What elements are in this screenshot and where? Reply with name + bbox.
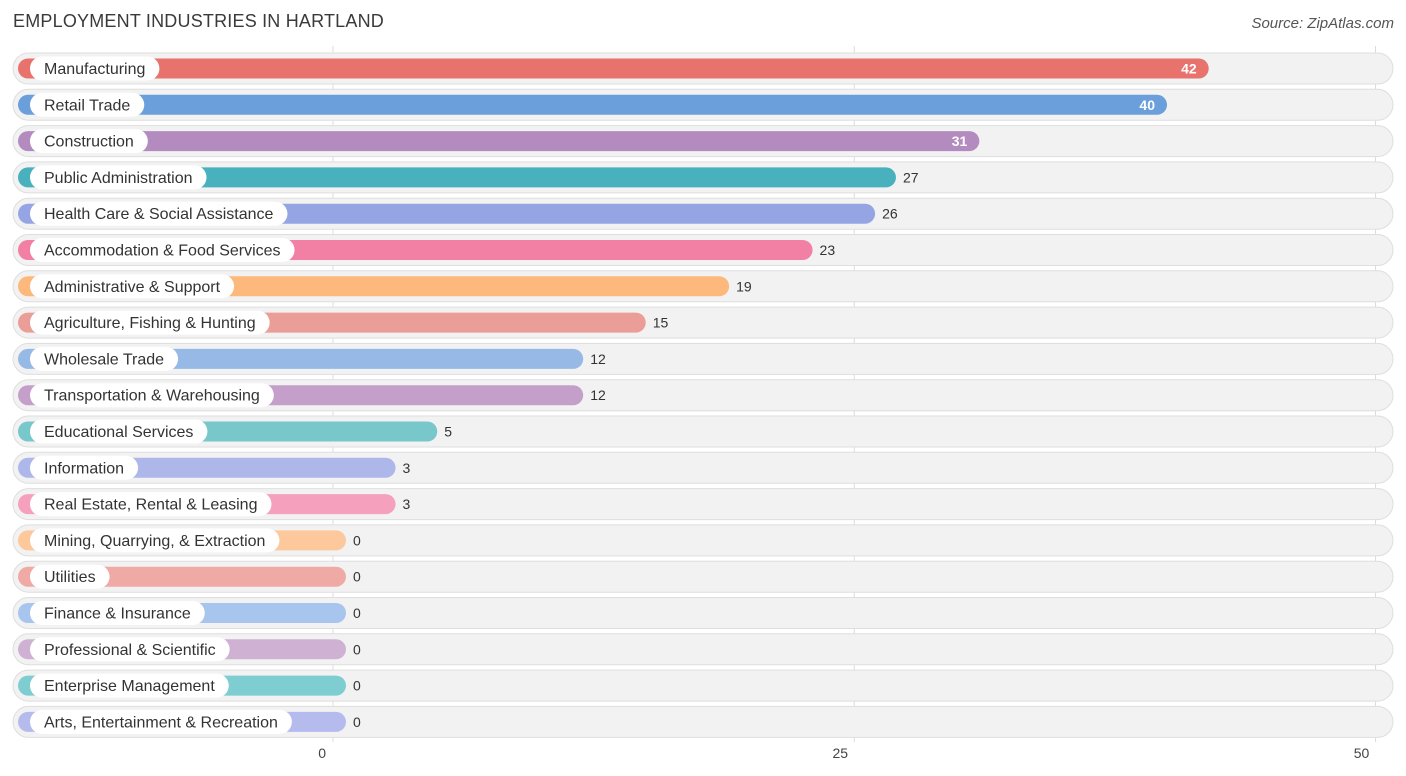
value-label: 15 xyxy=(653,315,669,331)
category-label: Finance & Insurance xyxy=(44,606,191,623)
value-label: 3 xyxy=(403,496,411,512)
category-label: Administrative & Support xyxy=(44,279,221,296)
chart-title: EMPLOYMENT INDUSTRIES IN HARTLAND xyxy=(13,11,384,31)
label-pill xyxy=(30,129,148,154)
bar-row: Arts, Entertainment & Recreation 0 xyxy=(12,705,1394,738)
category-label: Real Estate, Rental & Leasing xyxy=(44,497,257,514)
bar-row: Mining, Quarrying, & Extraction 0 xyxy=(12,524,1394,557)
value-label: 31 xyxy=(952,133,968,149)
bar-row: Transportation & Warehousing 12 xyxy=(12,379,1394,412)
bar-row: Professional & Scientific 0 xyxy=(12,633,1394,666)
value-label: 23 xyxy=(820,242,836,258)
bar-row: Accommodation & Food Services 23 xyxy=(12,234,1394,266)
bar xyxy=(18,131,980,152)
bar-row: Administrative & Support 19 xyxy=(12,270,1394,303)
bar-row: Information 3 xyxy=(12,451,1394,484)
category-label: Agriculture, Fishing & Hunting xyxy=(44,315,256,332)
bar-row: Manufacturing 42 xyxy=(12,52,1394,85)
row-background xyxy=(12,597,1394,629)
bar xyxy=(18,167,896,188)
label-pill xyxy=(30,564,110,589)
row-background xyxy=(12,633,1394,666)
label-pill xyxy=(30,601,205,625)
row-background xyxy=(12,560,1394,593)
bars: Manufacturing 42 Retail Trade 40 Constructio… xyxy=(12,52,1394,738)
category-label: Health Care & Social Assistance xyxy=(44,206,274,223)
bar-row: Enterprise Management 0 xyxy=(12,669,1394,702)
value-label: 19 xyxy=(736,278,752,294)
value-label: 40 xyxy=(1139,97,1155,113)
bar-row: Agriculture, Fishing & Hunting 15 xyxy=(12,306,1394,339)
label-pill xyxy=(30,274,235,299)
value-label: 5 xyxy=(444,424,452,440)
label-pill xyxy=(30,709,292,734)
value-label: 0 xyxy=(353,605,361,621)
category-label: Construction xyxy=(44,134,134,151)
label-pill xyxy=(30,383,274,408)
value-label: 0 xyxy=(353,714,361,730)
bar xyxy=(18,58,1209,79)
category-label: Manufacturing xyxy=(44,61,145,78)
category-label: Professional & Scientific xyxy=(44,642,216,659)
bar-row: Public Administration 27 xyxy=(12,161,1394,194)
label-pill xyxy=(30,201,288,226)
value-label: 42 xyxy=(1181,61,1197,77)
value-label: 27 xyxy=(903,169,919,185)
tick-label: 50 xyxy=(1354,745,1370,761)
bar-row: Finance & Insurance 0 xyxy=(12,597,1394,629)
bar-row: Real Estate, Rental & Leasing 3 xyxy=(12,488,1394,521)
category-label: Accommodation & Food Services xyxy=(44,243,281,260)
category-label: Arts, Entertainment & Recreation xyxy=(44,714,278,731)
x-axis: 0 25 50 xyxy=(318,745,1369,761)
category-label: Educational Services xyxy=(44,424,193,441)
category-label: Transportation & Warehousing xyxy=(44,388,260,405)
category-label: Retail Trade xyxy=(44,97,130,114)
source-note: Source: ZipAtlas.com xyxy=(1251,15,1394,32)
value-label: 0 xyxy=(353,569,361,585)
value-label: 26 xyxy=(882,206,898,222)
label-pill xyxy=(30,419,208,444)
bar-row: Construction 31 xyxy=(12,125,1394,158)
category-label: Enterprise Management xyxy=(44,678,215,695)
value-label: 3 xyxy=(403,460,411,476)
value-label: 12 xyxy=(590,351,606,367)
bar-row: Health Care & Social Assistance 26 xyxy=(12,197,1394,230)
tick-label: 25 xyxy=(832,745,848,761)
tick-label: 0 xyxy=(318,745,326,761)
label-pill xyxy=(30,455,139,480)
label-pill xyxy=(30,165,207,190)
category-label: Information xyxy=(44,460,124,477)
row-background xyxy=(12,705,1394,738)
label-pill xyxy=(30,528,280,553)
bar xyxy=(18,94,1167,115)
label-pill xyxy=(30,238,295,262)
bar-row: Utilities 0 xyxy=(12,560,1394,593)
label-pill xyxy=(30,346,179,371)
label-pill xyxy=(30,492,272,517)
value-label: 12 xyxy=(590,387,606,403)
category-label: Utilities xyxy=(44,569,96,586)
category-label: Mining, Quarrying, & Extraction xyxy=(44,533,265,550)
value-label: 0 xyxy=(353,532,361,548)
category-label: Wholesale Trade xyxy=(44,351,164,368)
label-pill xyxy=(30,56,160,81)
label-pill xyxy=(30,637,230,662)
label-pill xyxy=(30,673,229,698)
row-background xyxy=(12,524,1394,557)
row-background xyxy=(12,669,1394,702)
label-pill xyxy=(30,92,145,117)
bar-row: Retail Trade 40 xyxy=(12,88,1394,121)
bar-row: Educational Services 5 xyxy=(12,415,1394,448)
bar-row: Wholesale Trade 12 xyxy=(12,342,1394,375)
label-pill xyxy=(30,310,270,335)
category-label: Public Administration xyxy=(44,170,193,187)
value-label: 0 xyxy=(353,678,361,694)
value-label: 0 xyxy=(353,641,361,657)
